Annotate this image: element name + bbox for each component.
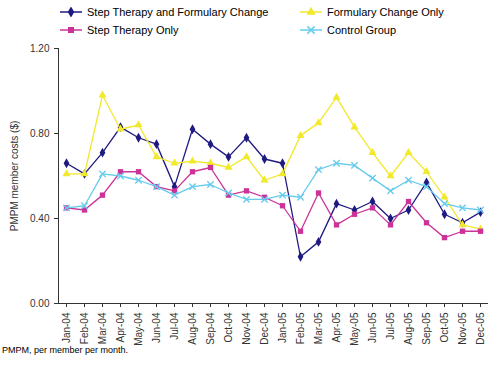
svg-text:Aug-05: Aug-05	[403, 312, 414, 345]
svg-text:Oct-04: Oct-04	[223, 312, 234, 342]
svg-text:PMPM member costs ($): PMPM member costs ($)	[9, 121, 20, 232]
svg-text:Mar-05: Mar-05	[313, 312, 324, 344]
svg-text:Nov-05: Nov-05	[457, 312, 468, 345]
svg-text:0.00: 0.00	[30, 298, 50, 309]
svg-text:May-05: May-05	[349, 312, 360, 345]
svg-text:Aug-04: Aug-04	[187, 312, 198, 345]
svg-text:0.80: 0.80	[30, 128, 50, 139]
html-text:Step Therapy and Formulary Cha: Step Therapy and Formulary Change	[87, 6, 269, 18]
svg-text:Apr-05: Apr-05	[331, 312, 342, 342]
svg-text:May-04: May-04	[133, 312, 144, 345]
svg-text:Jul-05: Jul-05	[385, 312, 396, 340]
svg-text:Sep-05: Sep-05	[421, 312, 432, 345]
svg-text:Dec-05: Dec-05	[475, 312, 486, 345]
html-text:PMPM, per member per month.: PMPM, per member per month.	[2, 345, 128, 355]
svg-text:Jan-04: Jan-04	[61, 312, 72, 343]
svg-text:Jan-05: Jan-05	[277, 312, 288, 343]
svg-text:1.20: 1.20	[30, 43, 50, 54]
svg-text:Feb-04: Feb-04	[79, 312, 90, 344]
svg-text:Jun-04: Jun-04	[151, 312, 162, 343]
svg-text:Dec-04: Dec-04	[259, 312, 270, 345]
svg-text:Mar-04: Mar-04	[97, 312, 108, 344]
svg-text:Jun-05: Jun-05	[367, 312, 378, 343]
svg-text:Apr-04: Apr-04	[115, 312, 126, 342]
html-text:Step Therapy Only: Step Therapy Only	[87, 24, 179, 36]
svg-text:Jul-04: Jul-04	[169, 312, 180, 340]
svg-text:Sep-04: Sep-04	[205, 312, 216, 345]
html-text:Formulary Change Only: Formulary Change Only	[327, 6, 444, 18]
html-text:Control Group: Control Group	[327, 24, 397, 36]
svg-text:Oct-05: Oct-05	[439, 312, 450, 342]
svg-text:Feb-05: Feb-05	[295, 312, 306, 344]
svg-text:0.40: 0.40	[30, 213, 50, 224]
svg-text:Nov-04: Nov-04	[241, 312, 252, 345]
